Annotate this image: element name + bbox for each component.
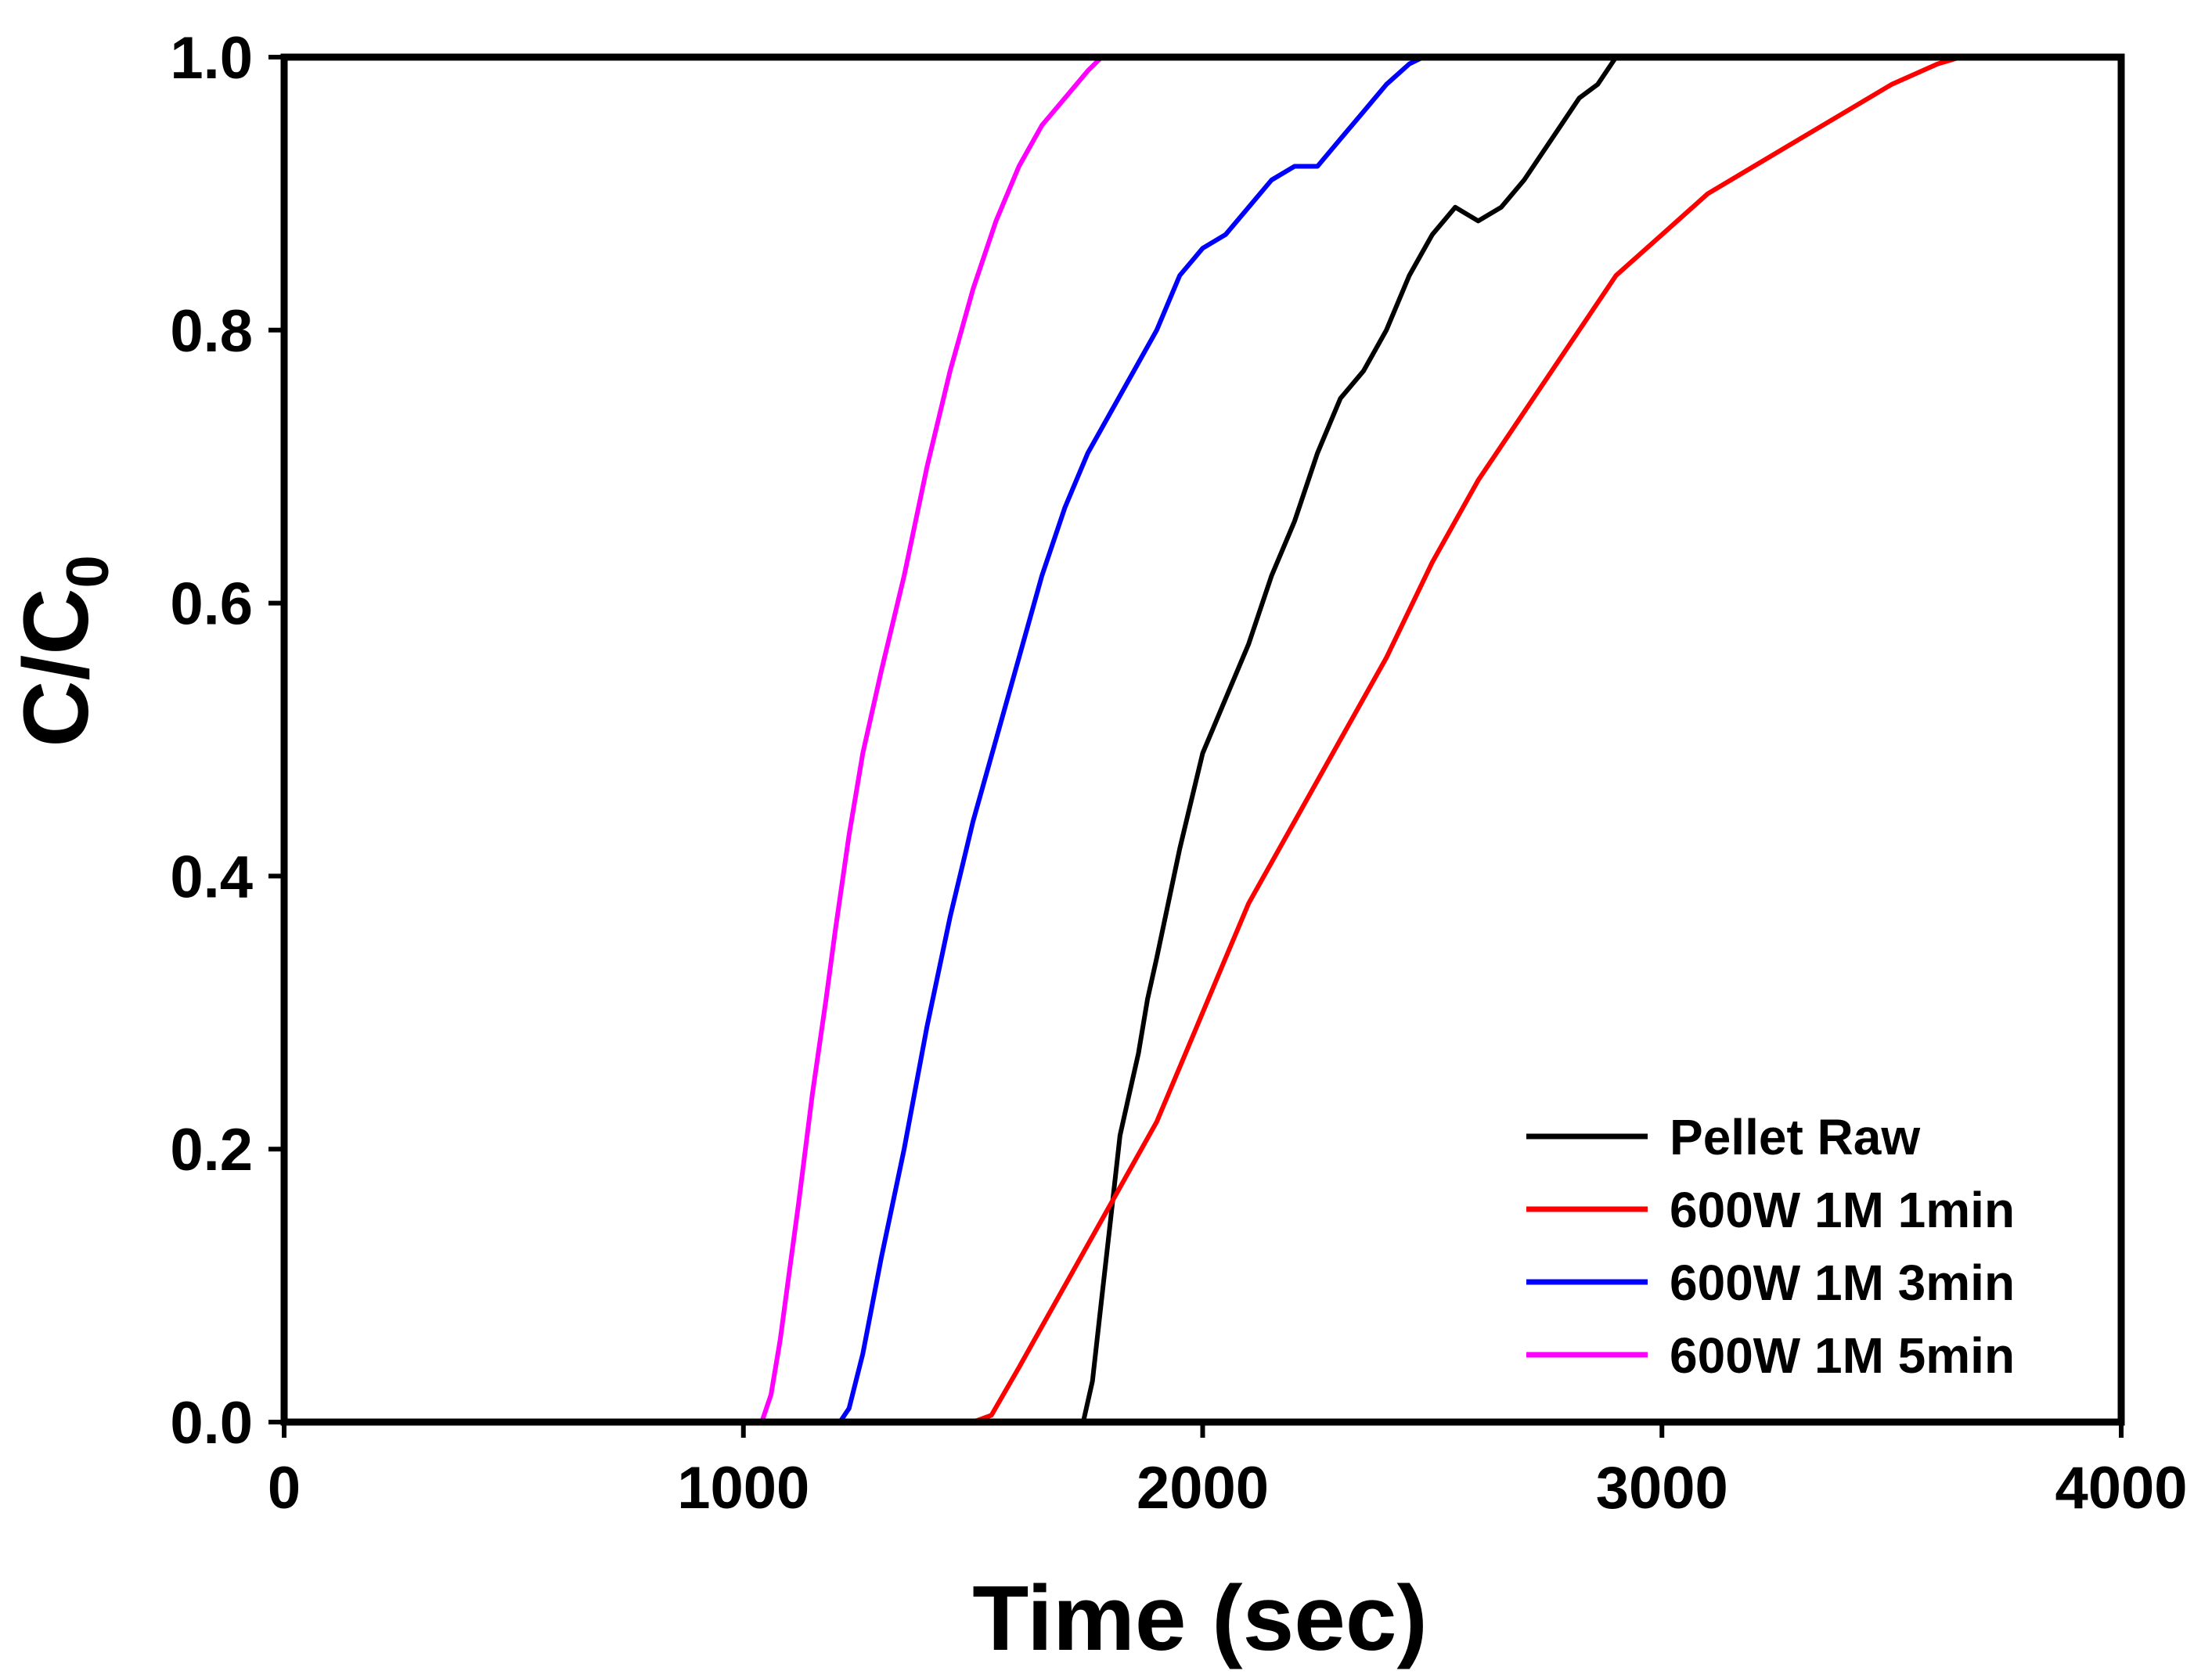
series-layer [282, 55, 1963, 1424]
y-axis-ticks: 0.0 0.2 0.4 0.6 0.8 1.0 [170, 25, 284, 1457]
y-axis-title-subscript: 0 [55, 555, 121, 588]
y-tick-label: 1.0 [170, 25, 253, 92]
legend-label: 600W 1M 5min [1670, 1327, 2015, 1384]
y-tick-label: 0.2 [170, 1117, 253, 1183]
y-tick-label: 0.4 [170, 844, 253, 910]
y-tick-label: 0.0 [170, 1390, 253, 1457]
plot-frame [280, 53, 2125, 1426]
x-tick-label: 1000 [677, 1455, 809, 1521]
y-tick-label: 0.6 [170, 571, 253, 638]
legend-label: Pellet Raw [1670, 1109, 1920, 1165]
x-axis-ticks: 0 1000 2000 3000 4000 [268, 1422, 2188, 1521]
y-tick-label: 0.8 [170, 298, 253, 365]
x-tick-label: 3000 [1596, 1455, 1728, 1521]
x-axis-title: Time (sec) [972, 1567, 1428, 1670]
series-line-600w-1m-5min [282, 55, 1104, 1424]
y-axis-title: C/C0 [5, 555, 121, 747]
series-line-600w-1m-1min [282, 55, 1963, 1424]
x-tick-label: 0 [268, 1455, 301, 1521]
legend-label: 600W 1M 3min [1670, 1255, 2015, 1311]
legend: Pellet Raw 600W 1M 1min 600W 1M 3min 600W 1… [1526, 1109, 2015, 1384]
x-tick-label: 2000 [1137, 1455, 1269, 1521]
legend-label: 600W 1M 1min [1670, 1182, 2015, 1238]
series-line-600w-1m-3min [282, 55, 1426, 1424]
x-tick-label: 4000 [2055, 1455, 2187, 1521]
y-axis-title-main: C/C [5, 589, 108, 747]
series-line-pellet-raw [282, 55, 1665, 1424]
